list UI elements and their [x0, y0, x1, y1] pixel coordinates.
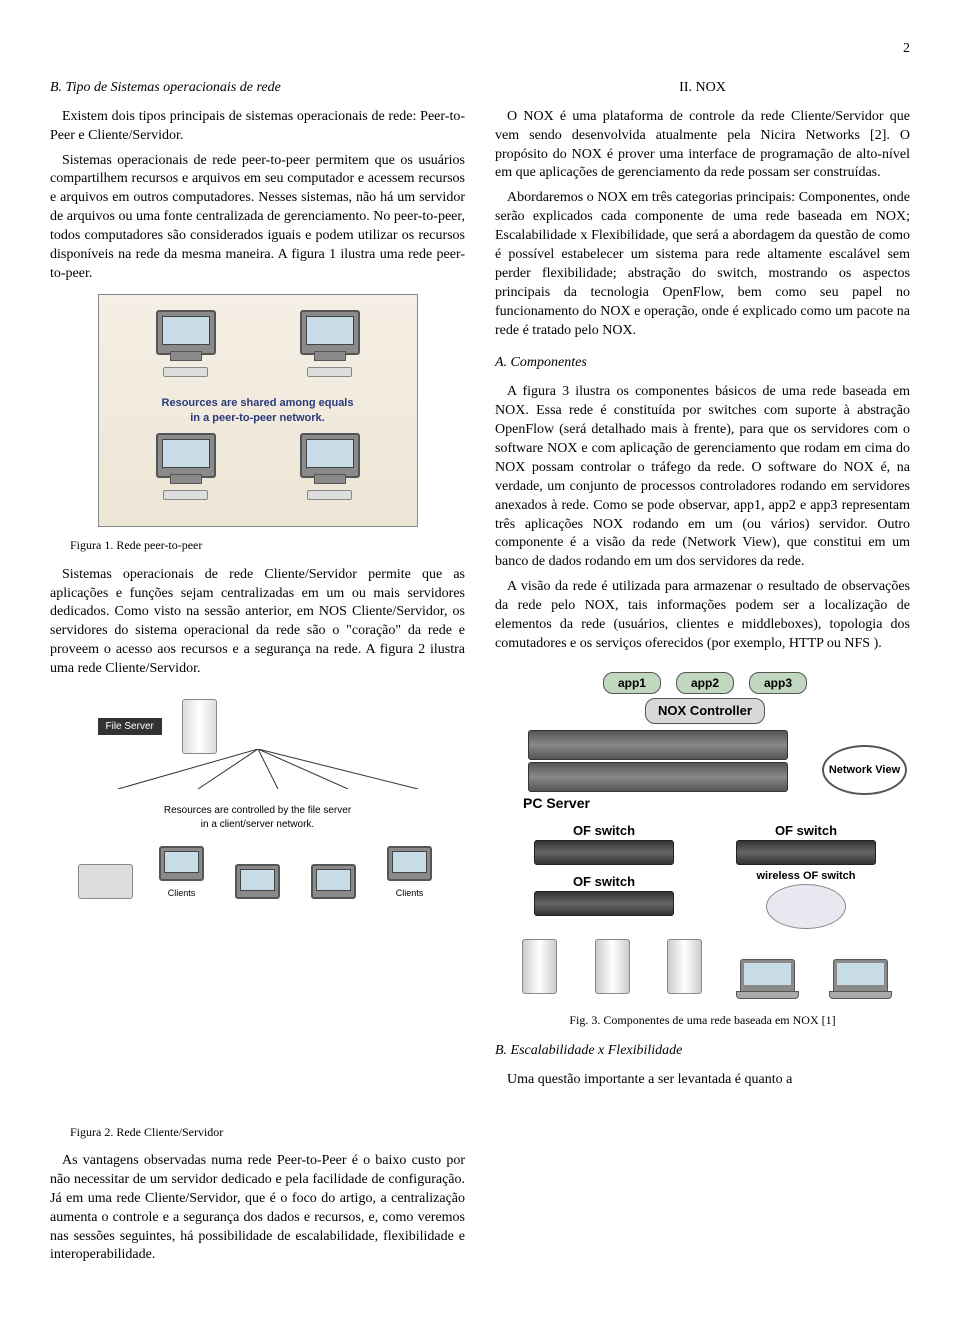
fig1-label: Resources are shared among equals in a p… — [114, 388, 402, 434]
section-b-right-heading: B. Escalabilidade x Flexibilidade — [495, 1042, 910, 1061]
app2-box: app2 — [676, 672, 734, 694]
para-r5: Uma questão importante a ser levantada é… — [495, 1071, 910, 1090]
bottom-row: Figura 2. Rede Cliente/Servidor As vanta… — [50, 1116, 910, 1272]
left-column: B. Tipo de Sistemas operacionais de rede… — [50, 79, 465, 1096]
figure-2-caption: Figura 2. Rede Cliente/Servidor — [70, 1124, 465, 1140]
computer-icon — [290, 310, 370, 380]
fig2-mid-line2: in a client/server network. — [68, 818, 448, 832]
printer-group — [78, 864, 133, 899]
rack-icon — [528, 730, 788, 760]
tower-icon — [522, 939, 557, 994]
printer-icon — [78, 864, 133, 899]
connection-lines — [68, 749, 448, 789]
server-icon — [182, 699, 217, 754]
client-computer: Clients — [154, 846, 209, 899]
figure-3: app1 app2 app3 NOX Controller PC Server … — [495, 664, 915, 1002]
wireless-of-label: wireless OF switch — [736, 869, 876, 884]
of-switch-label: OF switch — [736, 822, 876, 840]
bottom-right-spacer — [495, 1116, 910, 1272]
nox-controller-box: NOX Controller — [645, 698, 765, 724]
para-l2: Sistemas operacionais de rede peer-to-pe… — [50, 152, 465, 284]
section-a-heading: A. Componentes — [495, 354, 910, 373]
computer-icon — [146, 310, 226, 380]
app1-box: app1 — [603, 672, 661, 694]
clients-label: Clients — [154, 887, 209, 899]
clients-label: Clients — [382, 887, 437, 899]
switch-icon — [534, 840, 674, 865]
para-l3: Sistemas operacionais de rede Cliente/Se… — [50, 566, 465, 679]
fig1-label-line1: Resources are shared among equals — [118, 396, 398, 411]
right-column: II. NOX O NOX é uma plataforma de contro… — [495, 79, 910, 1096]
wireless-switch-group: OF switch wireless OF switch — [736, 822, 876, 928]
section-b-heading: B. Tipo de Sistemas operacionais de rede — [50, 79, 465, 98]
laptop-icon — [740, 959, 795, 994]
computer-icon — [146, 433, 226, 503]
para-r2: Abordaremos o NOX em três categorias pri… — [495, 189, 910, 340]
fig2-mid-label: Resources are controlled by the file ser… — [68, 804, 448, 831]
of-switch-label: OF switch — [534, 822, 674, 840]
computer-icon — [290, 433, 370, 503]
laptop-icon — [833, 959, 888, 994]
tower-icon — [595, 939, 630, 994]
para-l1: Existem dois tipos principais de sistema… — [50, 108, 465, 146]
fig1-label-line2: in a peer-to-peer network. — [118, 411, 398, 426]
app3-box: app3 — [749, 672, 807, 694]
bottom-left: Figura 2. Rede Cliente/Servidor As vanta… — [50, 1116, 465, 1272]
tower-icon — [667, 939, 702, 994]
rack-icon — [528, 762, 788, 792]
figure-1-caption: Figura 1. Rede peer-to-peer — [70, 537, 465, 553]
client-computer — [230, 864, 285, 899]
fig2-mid-line1: Resources are controlled by the file ser… — [68, 804, 448, 818]
switch-icon — [736, 840, 876, 865]
para-r1: O NOX é uma plataforma de controle da re… — [495, 108, 910, 184]
pc-server-label: PC Server — [523, 794, 812, 813]
figure-2: File Server Resources are controlled by … — [58, 689, 458, 909]
para-r4: A visão da rede é utilizada para armazen… — [495, 578, 910, 654]
file-server-label: File Server — [98, 718, 162, 736]
network-view-icon: Network View — [822, 745, 907, 795]
figure-1: Resources are shared among equals in a p… — [98, 294, 418, 528]
page-number: 2 — [50, 40, 910, 59]
para-r3: A figura 3 ilustra os componentes básico… — [495, 383, 910, 572]
of-switch-label: OF switch — [534, 873, 674, 891]
of-switch-group: OF switch OF switch — [534, 822, 674, 928]
client-computer — [306, 864, 361, 899]
two-column-layout: B. Tipo de Sistemas operacionais de rede… — [50, 79, 910, 1096]
para-full1: As vantagens observadas numa rede Peer-t… — [50, 1152, 465, 1265]
cloud-icon — [766, 884, 846, 929]
section-ii-heading: II. NOX — [495, 79, 910, 98]
client-computer: Clients — [382, 846, 437, 899]
figure-3-caption: Fig. 3. Componentes de uma rede baseada … — [495, 1012, 910, 1028]
switch-icon — [534, 891, 674, 916]
